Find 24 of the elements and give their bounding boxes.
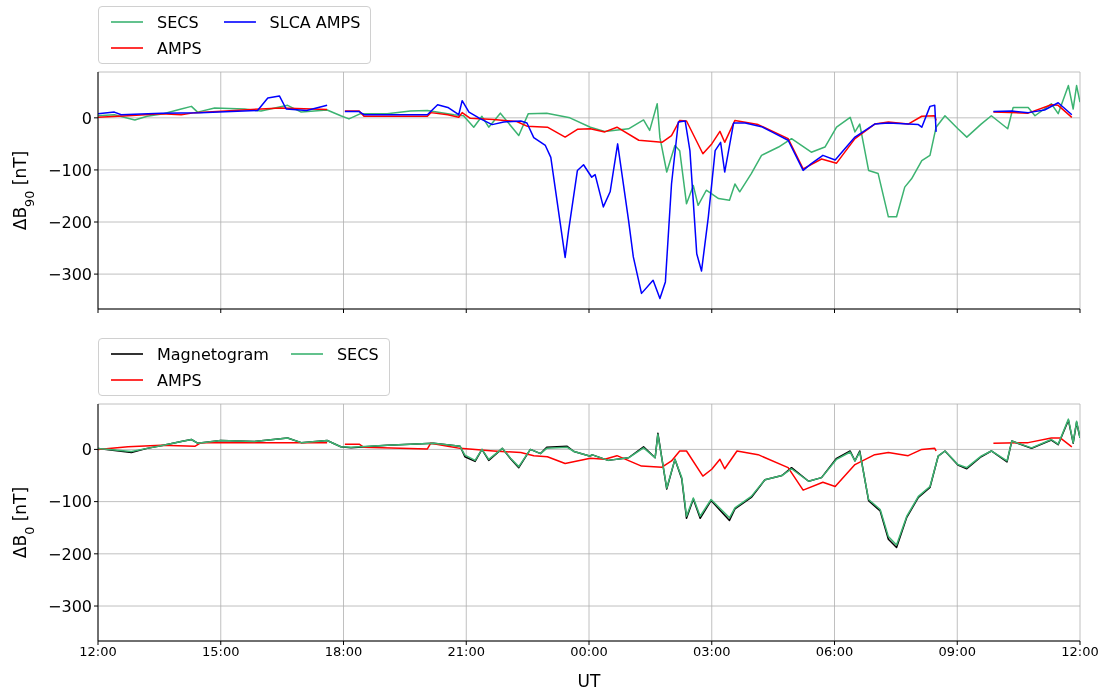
legend-label: AMPS xyxy=(157,38,202,58)
x-tick-label: 03:00 xyxy=(693,644,731,660)
legend-label: AMPS xyxy=(157,370,202,390)
x-tick-label: 18:00 xyxy=(324,644,363,660)
y-tick-label: −100 xyxy=(48,492,92,512)
legend-label: SECS xyxy=(336,344,379,364)
y-tick-label: −300 xyxy=(48,264,92,284)
y-tick-label: 0 xyxy=(81,108,92,128)
y-tick-label: −300 xyxy=(48,596,92,616)
x-tick-label: 21:00 xyxy=(447,644,485,660)
x-tick-label: 15:00 xyxy=(202,644,240,660)
x-tick-label: 00:00 xyxy=(570,644,608,660)
legend-label: Magnetogram xyxy=(157,344,269,364)
y-tick-label: −200 xyxy=(48,212,92,232)
x-tick-label: 12:00 xyxy=(1061,644,1099,660)
x-tick-label: 12:00 xyxy=(79,644,117,660)
legend-label: SECS xyxy=(157,12,199,32)
y-tick-label: −100 xyxy=(48,160,92,180)
x-axis-title: UT xyxy=(577,671,602,687)
y-tick-label: −200 xyxy=(48,544,92,564)
y-tick-label: 0 xyxy=(81,440,92,460)
legend-label: SLCA AMPS xyxy=(269,12,361,32)
x-tick-label: 09:00 xyxy=(938,644,976,660)
x-tick-label: 06:00 xyxy=(815,644,854,660)
